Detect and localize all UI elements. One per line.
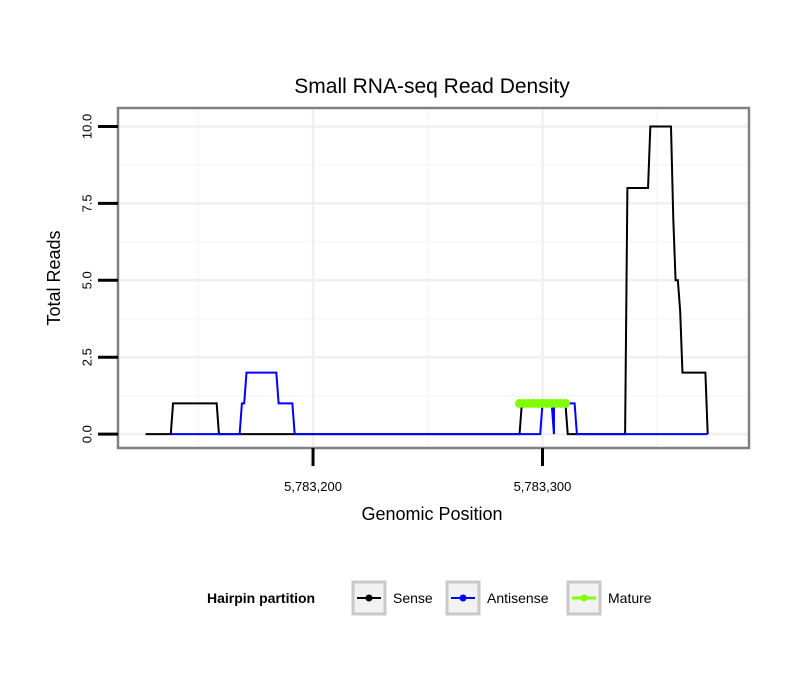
- x-tick-label: 5,783,200: [284, 479, 342, 494]
- legend-label-antisense: Antisense: [487, 590, 549, 606]
- chart-title: Small RNA-seq Read Density: [294, 75, 570, 98]
- legend-label-mature: Mature: [608, 590, 652, 606]
- y-axis-label: Total Reads: [44, 230, 64, 325]
- y-tick-label: 0.0: [79, 425, 94, 443]
- y-tick-label: 2.5: [79, 348, 94, 366]
- series-line-antisense: [170, 371, 708, 436]
- y-tick-label: 7.5: [79, 194, 94, 212]
- x-axis: 5,783,200 5,783,300: [284, 448, 571, 494]
- series-line-sense: [145, 125, 709, 436]
- x-tick-label: 5,783,300: [514, 479, 572, 494]
- data-point-mature: [560, 398, 570, 408]
- legend-key-dot-mature: [580, 594, 588, 602]
- plot-border: [116, 106, 751, 450]
- legend-key-dot-antisense: [459, 594, 467, 602]
- legend-key-dot-sense: [365, 594, 373, 602]
- y-tick-label: 5.0: [79, 271, 94, 289]
- x-axis-label: Genomic Position: [361, 504, 502, 524]
- y-tick-label: 10.0: [79, 114, 94, 139]
- legend-label-sense: Sense: [393, 590, 433, 606]
- series-layer: [145, 125, 709, 436]
- legend-title: Hairpin partition: [207, 590, 315, 606]
- gridlines: [118, 108, 749, 448]
- legend: Hairpin partition Sense Antisense Mature: [207, 580, 652, 616]
- y-axis: 0.0 2.5 5.0 7.5 10.0: [79, 114, 118, 443]
